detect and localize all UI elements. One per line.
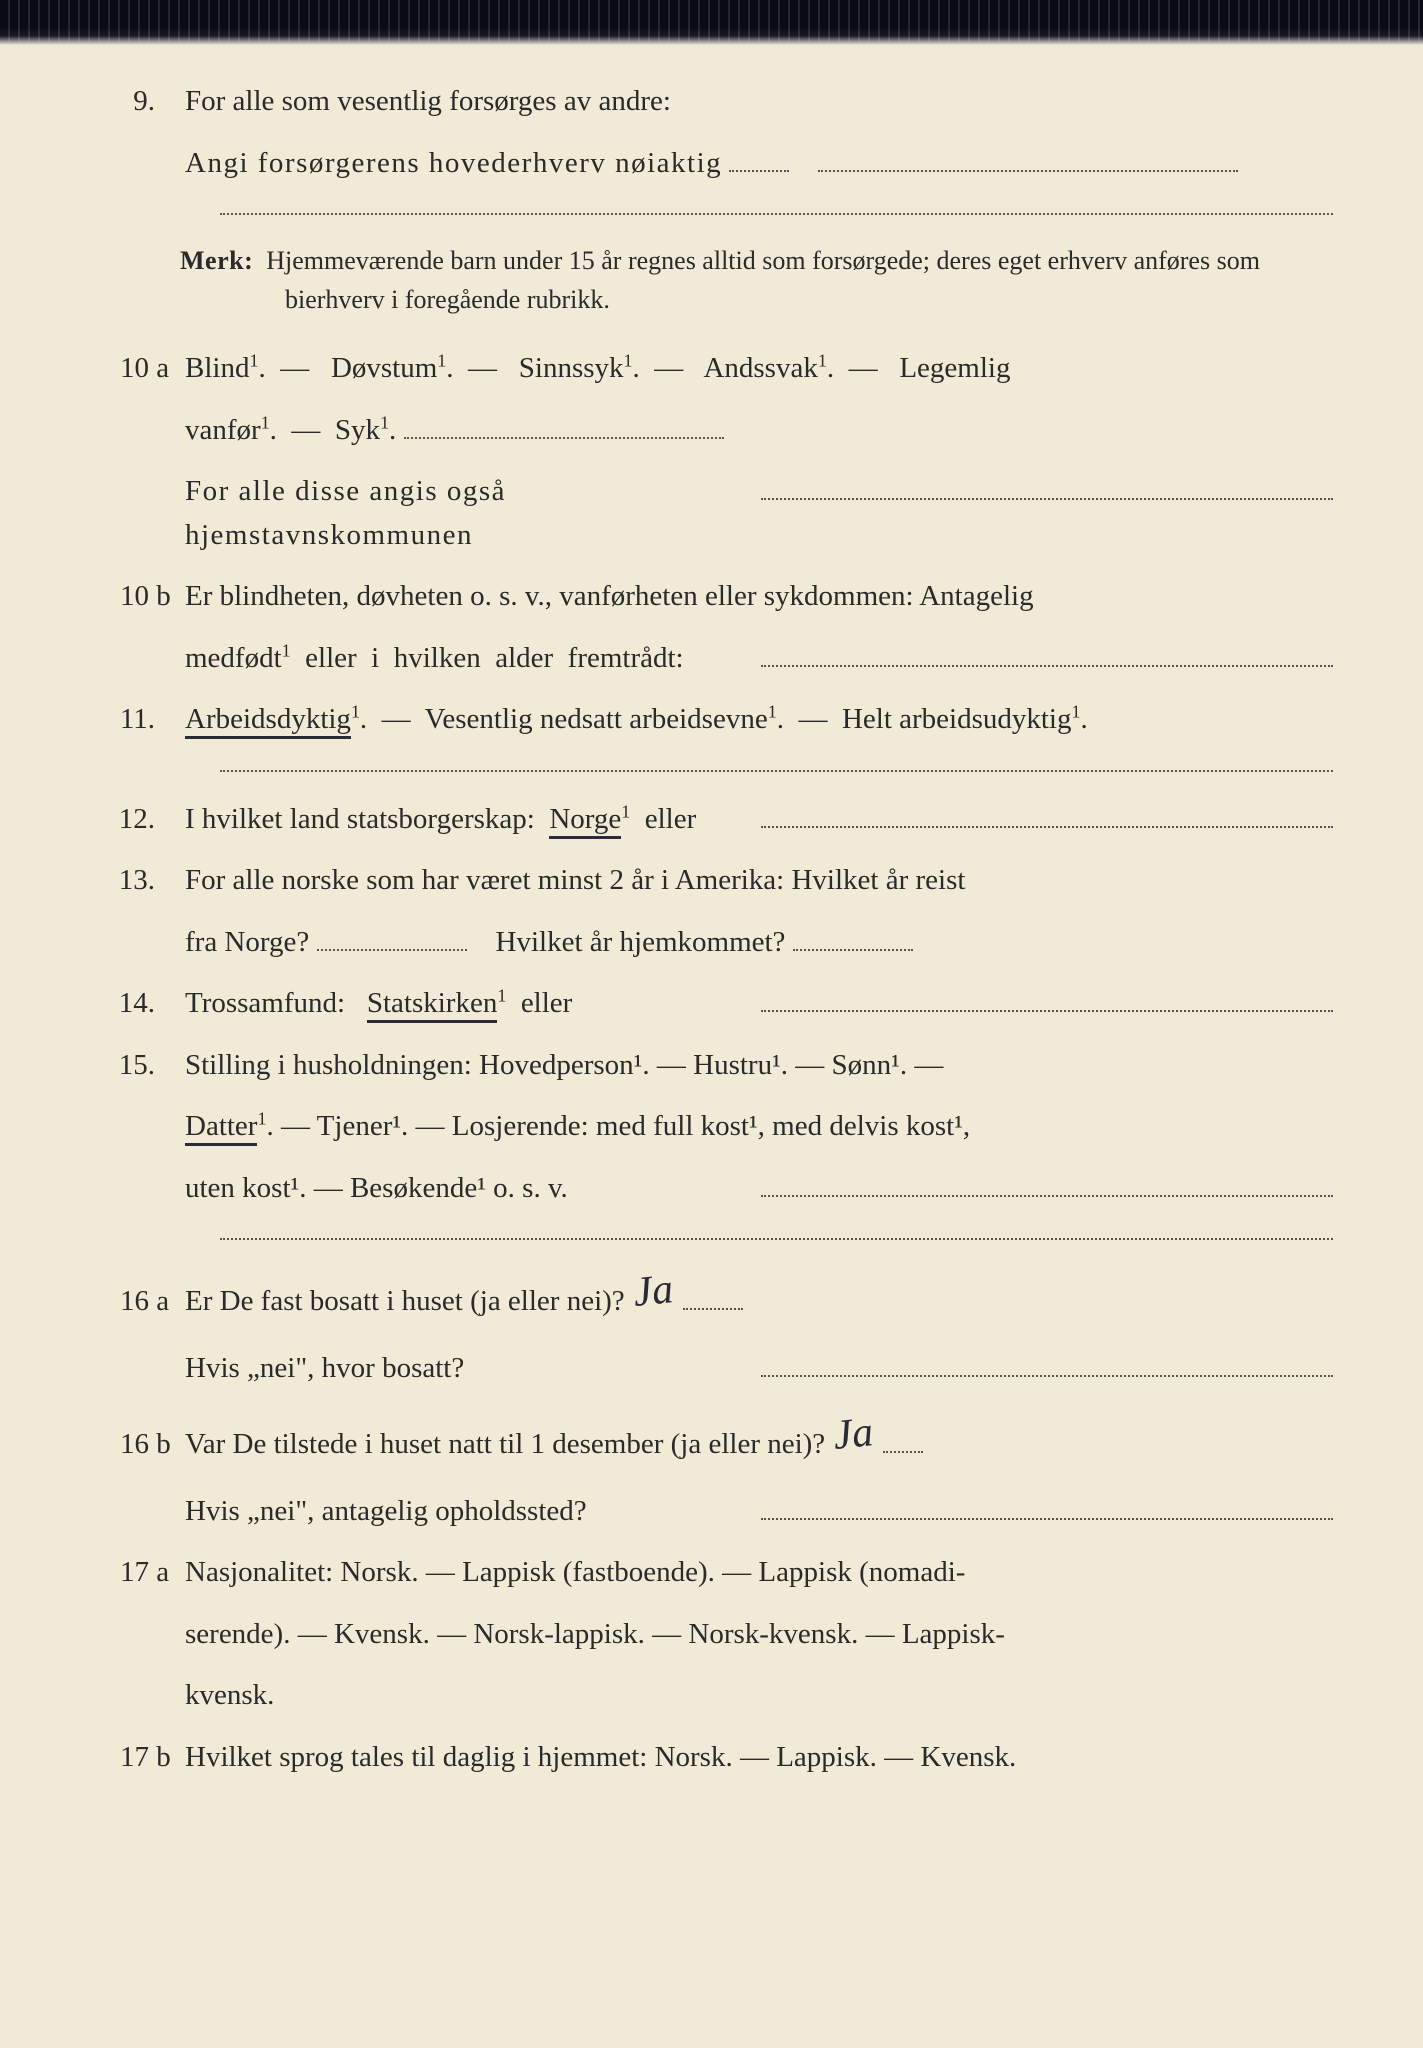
q15-line2: Datter1. — Tjener¹. — Losjerende: med fu… — [90, 1105, 1333, 1149]
q16b-line2: Hvis „nei", antagelig opholdssted? — [90, 1490, 1333, 1534]
q16a-number: 16 a — [90, 1280, 185, 1324]
q14-number: 14. — [90, 982, 185, 1026]
q15-line3: uten kost¹. — Besøkende¹ o. s. v. — [90, 1167, 1333, 1211]
q14-pre: Trossamfund: — [185, 987, 345, 1019]
q13-text1: For alle norske som har været minst 2 år… — [185, 859, 1333, 903]
q13-line1: 13. For alle norske som har været minst … — [90, 859, 1333, 903]
q13-number: 13. — [90, 859, 185, 903]
q9-number: 9. — [90, 80, 185, 124]
q17a-text3: kvensk. — [185, 1674, 1333, 1718]
q17a-line2: serende). — Kvensk. — Norsk-lappisk. — N… — [90, 1613, 1333, 1657]
q16a-text2: Hvis „nei", hvor bosatt? — [185, 1347, 757, 1391]
q15-dotted-rule — [220, 1228, 1333, 1240]
q14-statskirken: Statskirken — [367, 987, 498, 1023]
q17a-number: 17 a — [90, 1551, 185, 1595]
q9-line1: 9. For alle som vesentlig forsørges av a… — [90, 80, 1333, 124]
q15-line1: 15. Stilling i husholdningen: Hovedperso… — [90, 1044, 1333, 1088]
q9-dotted-rule — [220, 203, 1333, 215]
q15-datter: Datter — [185, 1110, 257, 1146]
q11-number: 11. — [90, 698, 185, 742]
q11-opt-a: Arbeidsdyktig — [185, 703, 351, 739]
q10a-line1: 10 a Blind1. — Døvstum1. — Sinnssyk1. — … — [90, 347, 1333, 391]
q16a-answer: Ja — [630, 1258, 676, 1325]
q11-line: 11. Arbeidsdyktig1. — Vesentlig nedsatt … — [90, 698, 1333, 742]
q17a-line3: kvensk. — [90, 1674, 1333, 1718]
q14-line: 14. Trossamfund: Statskirken1 eller — [90, 982, 1333, 1026]
q12-norge: Norge — [549, 803, 621, 839]
q17a-line1: 17 a Nasjonalitet: Norsk. — Lappisk (fas… — [90, 1551, 1333, 1595]
q11-opt-b: Vesentlig nedsatt arbeidsevne — [425, 703, 768, 735]
q10a-number: 10 a — [90, 347, 185, 391]
q15-text1: Stilling i husholdningen: Hovedperson¹. … — [185, 1044, 1333, 1088]
q10a-line2: vanfør1. — Syk1. — [90, 409, 1333, 453]
merk-text: Hjemmeværende barn under 15 år regnes al… — [266, 246, 1260, 314]
q17a-text2: serende). — Kvensk. — Norsk-lappisk. — N… — [185, 1613, 1333, 1657]
q10b-text2: medfødt1 eller i hvilken alder fremtrådt… — [185, 642, 684, 674]
q16a-text1: Er De fast bosatt i huset (ja eller nei)… — [185, 1285, 625, 1317]
q16b-text2: Hvis „nei", antagelig opholdssted? — [185, 1490, 757, 1534]
document-page: 9. For alle som vesentlig forsørges av a… — [0, 0, 1423, 2048]
q16b-answer: Ja — [831, 1401, 877, 1468]
q9-text1: For alle som vesentlig forsørges av andr… — [185, 80, 1333, 124]
q11-dotted-rule — [220, 760, 1333, 772]
q12-pre: I hvilket land statsborgerskap: — [185, 803, 535, 835]
q9-line2: Angi forsørgerens hovederhverv nøiaktig — [90, 142, 1333, 186]
q10b-text1: Er blindheten, døvheten o. s. v., vanfør… — [185, 575, 1333, 619]
q17b-line: 17 b Hvilket sprog tales til daglig i hj… — [90, 1736, 1333, 1780]
q17b-text: Hvilket sprog tales til daglig i hjemmet… — [185, 1736, 1333, 1780]
q14-post: eller — [521, 987, 573, 1019]
q10b-number: 10 b — [90, 575, 185, 619]
q12-post: eller — [645, 803, 697, 835]
scan-edge-artifact — [0, 0, 1423, 45]
q15-number: 15. — [90, 1044, 185, 1088]
merk-note: Merk: Hjemmeværende barn under 15 år reg… — [240, 241, 1333, 319]
q11-opt-c: Helt arbeidsudyktig — [842, 703, 1072, 735]
q17b-number: 17 b — [90, 1736, 185, 1780]
q17a-text1: Nasjonalitet: Norsk. — Lappisk (fastboen… — [185, 1551, 1333, 1595]
q13-text2a: fra Norge? — [185, 926, 309, 958]
q10b-line2: medfødt1 eller i hvilken alder fremtrådt… — [90, 637, 1333, 681]
q10a-line3: For alle disse angis også hjemstavnskomm… — [90, 470, 1333, 557]
q10b-line1: 10 b Er blindheten, døvheten o. s. v., v… — [90, 575, 1333, 619]
q13-text2b: Hvilket år hjemkommet? — [496, 926, 786, 958]
merk-label: Merk: — [180, 246, 253, 275]
q16a-line2: Hvis „nei", hvor bosatt? — [90, 1347, 1333, 1391]
q10a-text3: For alle disse angis også hjemstavnskomm… — [185, 470, 757, 557]
q15-text3: uten kost¹. — Besøkende¹ o. s. v. — [185, 1167, 757, 1211]
q16b-text1: Var De tilstede i huset natt til 1 desem… — [185, 1428, 825, 1460]
q16b-number: 16 b — [90, 1423, 185, 1467]
q16b-line1: 16 b Var De tilstede i huset natt til 1 … — [90, 1409, 1333, 1472]
q9-text2: Angi forsørgerens hovederhverv nøiaktig — [185, 142, 1333, 186]
q12-line: 12. I hvilket land statsborgerskap: Norg… — [90, 798, 1333, 842]
q16a-line1: 16 a Er De fast bosatt i huset (ja eller… — [90, 1266, 1333, 1329]
q12-number: 12. — [90, 798, 185, 842]
q13-line2: fra Norge? Hvilket år hjemkommet? — [90, 921, 1333, 965]
q10a-options: Blind1. — Døvstum1. — Sinnssyk1. — Andss… — [185, 347, 1333, 391]
